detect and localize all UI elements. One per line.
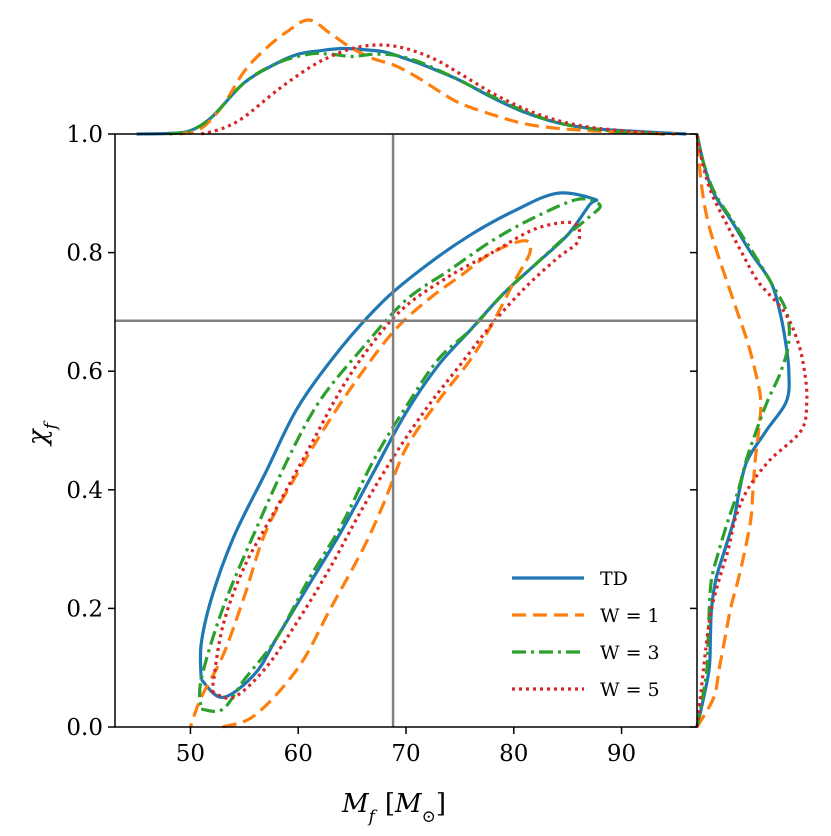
x-tick-label: 90 [607, 741, 636, 767]
y-axis-label: χf [23, 420, 61, 447]
x-tick-label: 80 [499, 741, 528, 767]
x-tick-label: 60 [284, 741, 313, 767]
marginal-x-w-5 [200, 43, 665, 136]
y-tick-label: 0.6 [66, 359, 103, 385]
legend-label: TD [600, 568, 628, 590]
right-marginal-plot [695, 133, 809, 728]
main-plot-contours [188, 191, 602, 729]
y-tick-label: 0.4 [66, 478, 103, 504]
y-tick-label: 1.0 [66, 122, 103, 148]
marginal-y-w-5 [695, 133, 809, 728]
legend-label: W = 5 [600, 679, 660, 701]
x-tick-label: 50 [176, 741, 205, 767]
legend: TD W = 1 W = 3 W = 5 [512, 568, 660, 701]
contour-w-3 [198, 197, 602, 713]
x-tick-label: 70 [391, 741, 420, 767]
marginal-x-w-1 [179, 18, 676, 136]
marginal-x-td [136, 46, 687, 136]
x-axis-label: Mf [M⊙] [341, 789, 446, 827]
marginal-y-w-3 [695, 133, 791, 728]
y-tick-label: 0.2 [66, 596, 103, 622]
marginal-y-td [695, 133, 791, 728]
reference-lines [115, 134, 697, 727]
y-tick-label: 0.0 [66, 715, 103, 741]
marginal-y-w-1 [695, 133, 763, 728]
axis-ticks: 50 60 70 80 90 0.0 0.2 0.4 0.6 0.8 1.0 [66, 122, 697, 767]
legend-label: W = 3 [600, 642, 660, 664]
legend-label: W = 1 [600, 605, 660, 627]
y-tick-label: 0.8 [66, 241, 103, 267]
top-marginal-plot [136, 18, 687, 136]
contour-w-1 [188, 239, 533, 729]
marginal-x-w-3 [168, 51, 665, 136]
contour-td [198, 191, 599, 699]
contour-w-5 [210, 220, 582, 700]
